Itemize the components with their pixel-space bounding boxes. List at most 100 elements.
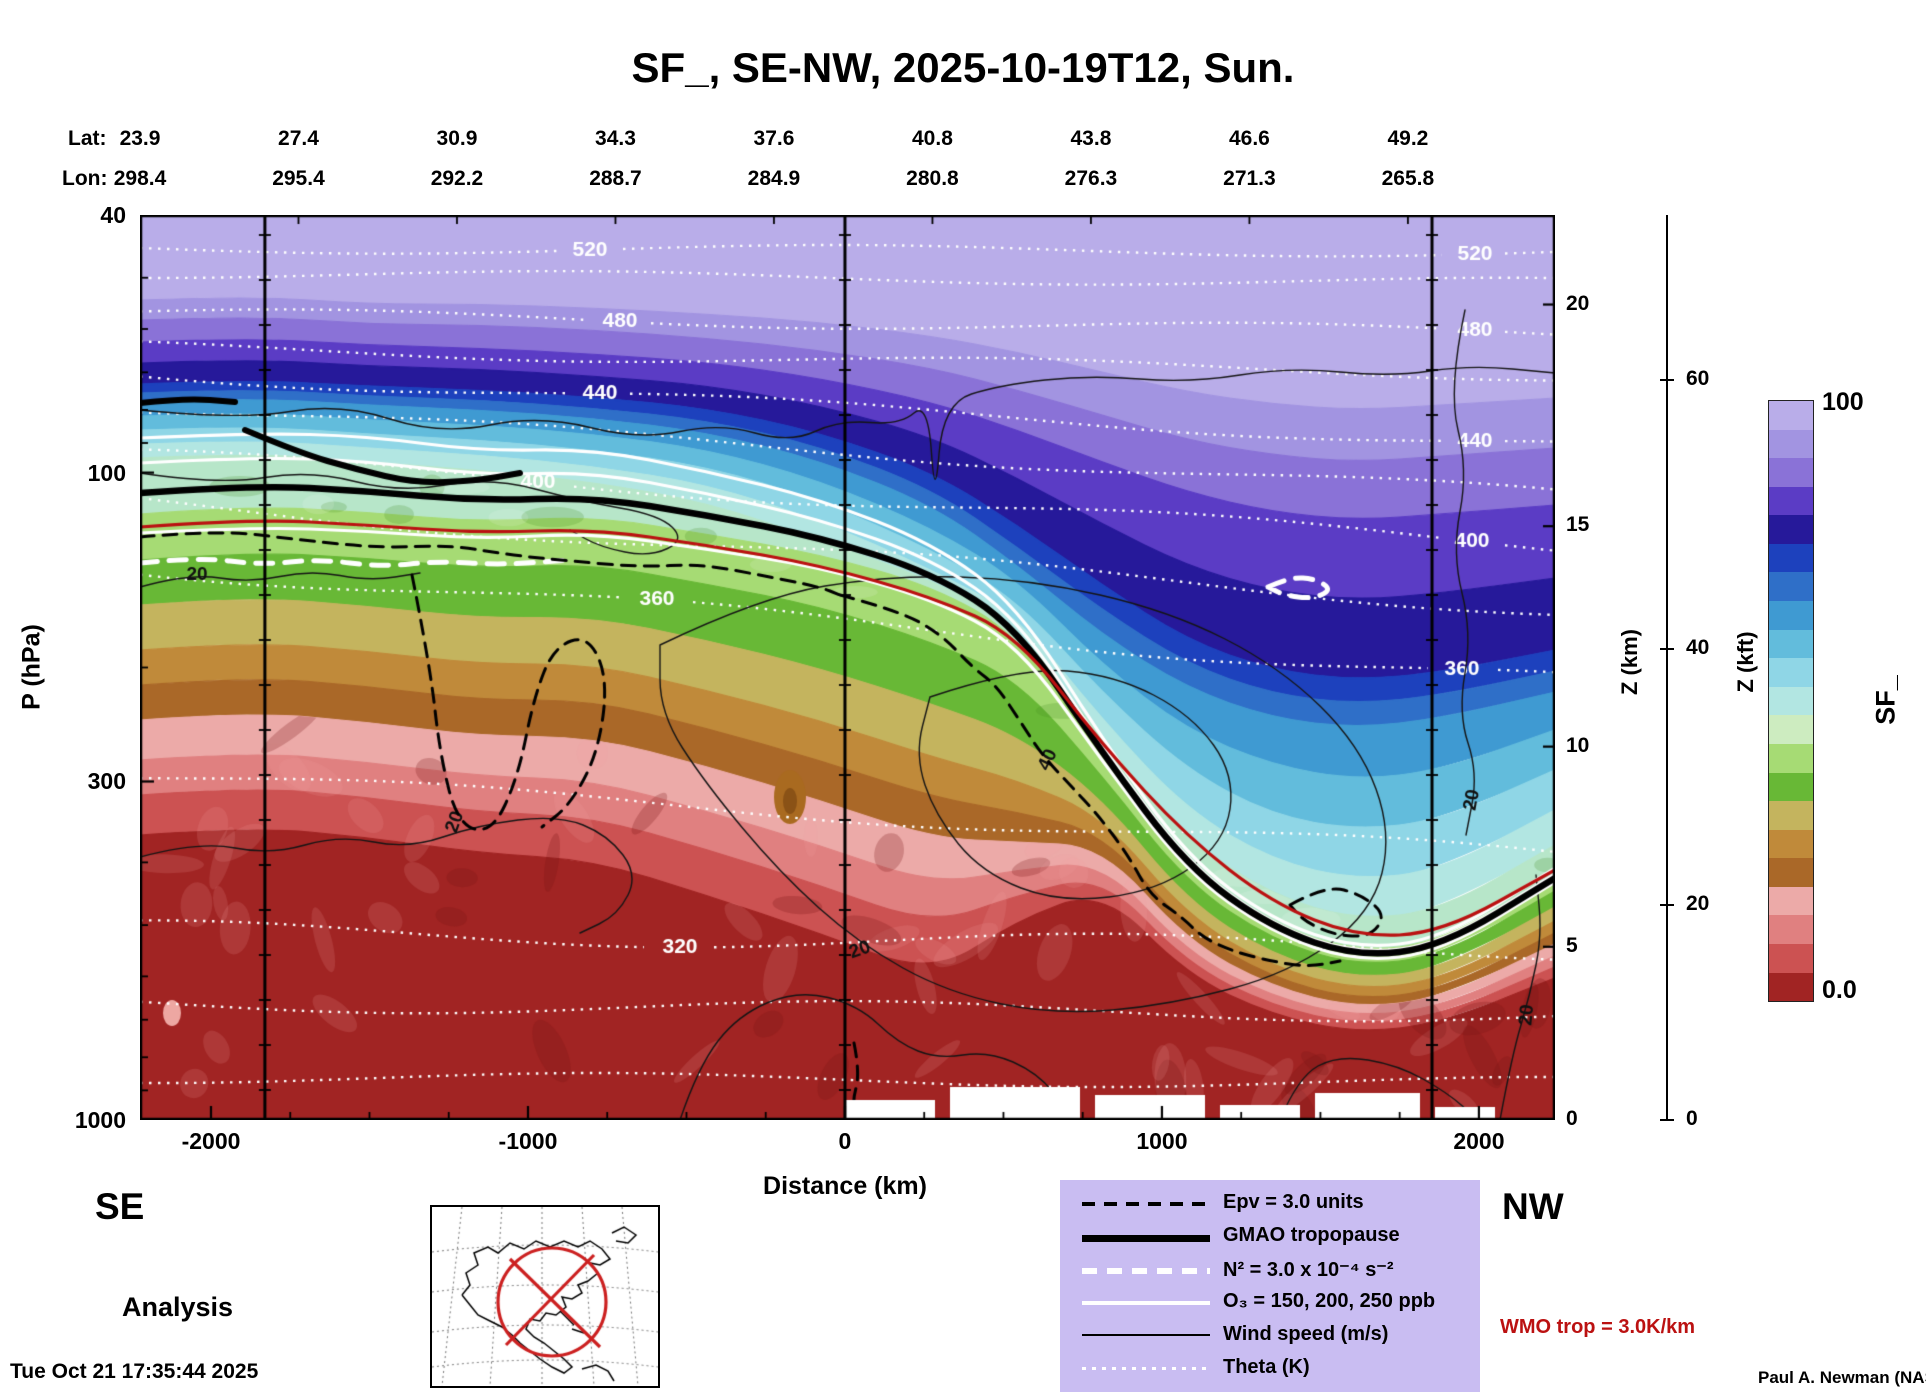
pressure-tick-label: 100 [87,459,126,486]
z-km-tick-label: 0 [1566,1107,1578,1130]
lat-value: 46.6 [1228,127,1270,150]
legend-item-label: Wind speed (m/s) [1223,1323,1389,1345]
lon-value: 280.8 [906,167,959,190]
colorbar [1768,400,1814,1002]
lat-value: 49.2 [1387,127,1429,150]
colorbar-segment [1769,829,1813,859]
z-km-axis-title: Z (km) [1617,629,1642,695]
map-inset-canvas [432,1207,658,1386]
colorbar-segment [1769,858,1813,887]
colorbar-segment [1769,515,1813,544]
colorbar-segment [1769,601,1813,630]
legend-item-label: N² = 3.0 x 10⁻⁴ s⁻² [1223,1259,1394,1281]
se-corner-label: SE [95,1186,145,1227]
colorbar-title: SF_ [1870,675,1901,725]
z-kft-tick-mark [1660,1119,1674,1121]
distance-tick-label: -2000 [181,1128,241,1154]
colorbar-segment [1769,629,1813,659]
colorbar-segment [1769,543,1813,573]
colorbar-min-label: 0.0 [1822,976,1857,1004]
legend-item: N² = 3.0 x 10⁻⁴ s⁻² [1060,1254,1480,1287]
lon-value-row: 298.4 295.4 292.2 288.7 284.9 280.8 276.3 271.3… [0,167,1926,193]
colorbar-max-label: 100 [1822,388,1864,416]
colorbar-segment [1769,943,1813,973]
lon-value: 295.4 [272,167,325,190]
legend-item: GMAO tropopause [1060,1221,1480,1254]
z-kft-axis-title: Z (kft) [1733,631,1758,693]
colorbar-segment [1769,801,1813,830]
lat-value: 40.8 [912,127,953,150]
z-km-tick-label: 20 [1566,291,1590,315]
lat-value: 37.6 [753,127,795,150]
lat-value: 30.9 [436,127,478,150]
z-kft-tick-label: 20 [1686,891,1710,915]
credit: Paul A. Newman (NASA [1758,1368,1926,1387]
thickblack-line-sample [1082,1235,1210,1242]
pressure-axis-title: P (hPa) [17,624,46,710]
pressure-tick-label: 300 [87,768,126,795]
colorbar-segment [1769,972,1813,1002]
map-inset [430,1205,660,1388]
colorbar-segment [1769,429,1813,459]
lon-value: 276.3 [1064,167,1118,190]
z-kft-tick-mark [1660,903,1674,906]
z-kft-tick-label: 60 [1686,367,1710,391]
colorbar-segment [1769,772,1813,802]
dashedblack-line-sample [1082,1202,1210,1206]
z-kft-axis-line [1666,215,1668,1120]
lat-value: 27.4 [278,127,319,150]
timestamp: Tue Oct 21 17:35:44 2025 [10,1360,259,1383]
lon-value: 271.3 [1223,167,1276,190]
z-kft-tick-mark [1660,379,1674,382]
z-km-tick-label: 10 [1566,733,1590,757]
colorbar-segment [1769,658,1813,687]
lat-value: 34.3 [595,127,636,150]
analysis-label: Analysis [122,1292,234,1322]
legend-item: Theta (K) [1060,1353,1480,1386]
lon-value: 265.8 [1381,167,1435,190]
colorbar-segment [1769,572,1813,602]
distance-tick-label: -1000 [498,1128,558,1154]
legend-item-label: Theta (K) [1223,1356,1310,1378]
distance-tick-label: 1000 [1136,1128,1188,1154]
dashedwhite-line-sample [1082,1268,1210,1274]
lat-header: Lat: [68,127,107,150]
colorbar-segment [1769,743,1813,773]
distance-tick-label: 2000 [1453,1128,1505,1154]
lat-value: 43.8 [1070,127,1112,150]
z-km-tick-label: 15 [1566,513,1590,537]
lon-value: 284.9 [747,167,801,190]
lat-value: 23.9 [119,127,161,150]
distance-tick-label: 0 [838,1128,852,1154]
colorbar-segment [1769,401,1813,430]
page-title: SF_, SE-NW, 2025-10-19T12, Sun. [631,44,1295,91]
legend-item-label: O₃ = 150, 200, 250 ppb [1223,1290,1436,1312]
lon-value: 292.2 [430,167,484,190]
z-kft-tick-label: 0 [1686,1107,1698,1130]
lon-value: 288.7 [589,167,642,190]
colorbar-segment [1769,686,1813,716]
colorbar-segment [1769,715,1813,744]
lon-value: 298.4 [113,167,167,190]
lon-header: Lon: [62,167,108,190]
colorbar-segment [1769,886,1813,916]
legend-item: Epv = 3.0 units [1060,1188,1480,1221]
colorbar-segment [1769,458,1813,487]
cross-section-canvas [140,215,1555,1120]
thinblack-line-sample [1082,1334,1210,1336]
legend-item-label: Epv = 3.0 units [1223,1191,1364,1213]
colorbar-segment [1769,915,1813,944]
wmo-trop-annotation: WMO trop = 3.0K/km [1500,1316,1696,1338]
distance-axis-title: Distance (km) [763,1172,927,1200]
colorbar-segment [1769,486,1813,516]
nw-corner-label: NW [1502,1186,1564,1227]
z-km-tick-label: 5 [1566,933,1578,957]
cross-section-plot [140,215,1555,1125]
pressure-tick-label: 1000 [74,1107,126,1133]
pressure-tick-label: 40 [100,202,126,228]
legend-item: O₃ = 150, 200, 250 ppb [1060,1287,1480,1320]
legend-item: Wind speed (m/s) [1060,1320,1480,1353]
z-kft-tick-label: 40 [1686,635,1710,659]
legend: Epv = 3.0 units GMAO tropopause N² = 3.0 x… [1060,1180,1480,1392]
